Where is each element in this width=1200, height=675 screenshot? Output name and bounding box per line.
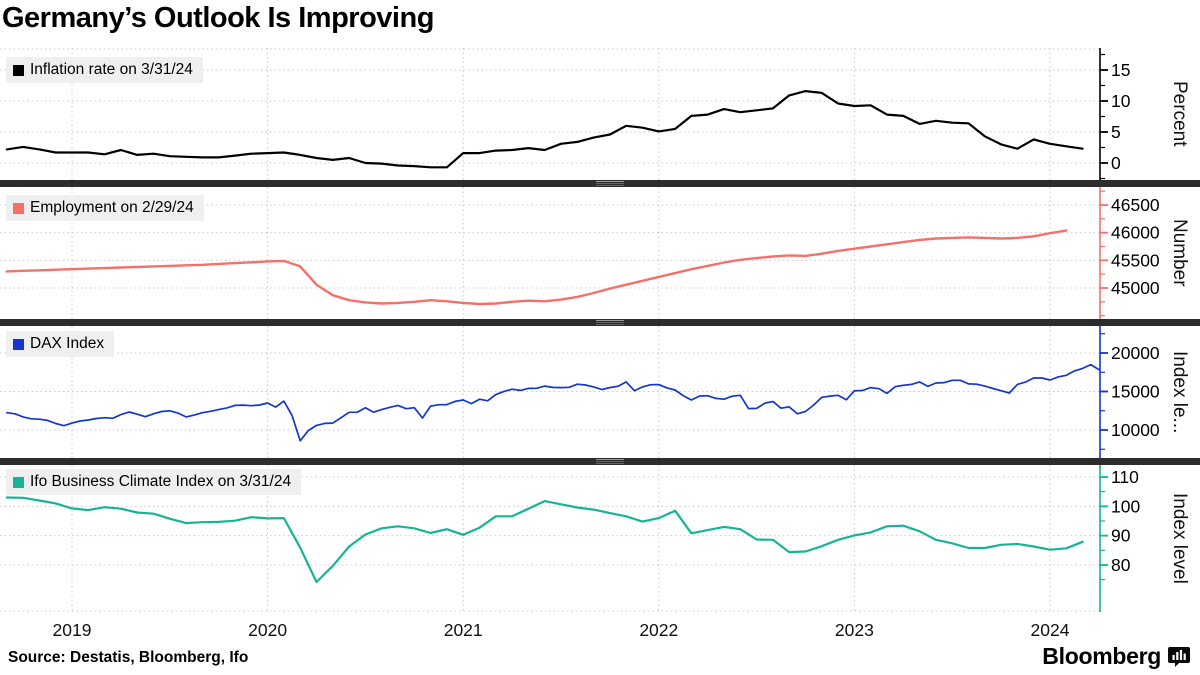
legend-employment-label: Employment on 2/29/24 [30, 199, 194, 216]
x-axis-year-label: 2021 [443, 620, 483, 640]
panel-divider [0, 180, 1200, 187]
employment-line-chart: 45000 45500 46000 46500 [0, 187, 1160, 319]
ifo-line-chart: 80 90 100 110 [0, 465, 1140, 612]
y-tick-label: 45000 [1111, 278, 1160, 298]
panel-divider [0, 319, 1200, 326]
legend-dax[interactable]: DAX Index [6, 331, 115, 357]
y-axis-title-index-level-truncated: Index le... [1169, 350, 1190, 434]
divider-drag-handle-icon[interactable] [596, 181, 624, 186]
y-tick-label: 10000 [1111, 420, 1160, 440]
bloomberg-wordmark: Bloomberg [1042, 643, 1161, 669]
y-axis-title-index-level: Index level [1169, 493, 1190, 584]
bloomberg-logo: Bloomberg [1042, 643, 1190, 670]
legend-inflation[interactable]: Inflation rate on 3/31/24 [6, 57, 203, 83]
y-tick-label: 10 [1111, 91, 1131, 111]
panel-divider [0, 458, 1200, 465]
legend-ifo-label: Ifo Business Climate Index on 3/31/24 [30, 473, 292, 490]
inflation-line-chart: 0 5 10 15 [0, 48, 1131, 180]
y-tick-label: 20000 [1111, 343, 1160, 363]
x-axis-year-label: 2023 [834, 620, 874, 640]
y-tick-label: 46000 [1111, 223, 1160, 243]
y-tick-label: 46500 [1111, 195, 1160, 215]
legend-inflation-label: Inflation rate on 3/31/24 [30, 61, 193, 78]
dax-series-line [5, 363, 1100, 442]
y-axis-title-number: Number [1169, 219, 1190, 287]
legend-ifo[interactable]: Ifo Business Climate Index on 3/31/24 [6, 469, 302, 495]
x-axis-year-label: 2024 [1030, 620, 1070, 640]
x-axis: 2019 2020 2021 2022 2023 2024 [0, 618, 1200, 646]
chart-title: Germany’s Outlook Is Improving [2, 2, 434, 34]
y-tick-label: 15 [1111, 60, 1130, 80]
y-tick-label: 0 [1111, 153, 1121, 173]
inflation-series-line [5, 89, 1084, 169]
inflation-legend-swatch-icon [13, 64, 24, 76]
y-tick-label: 110 [1111, 467, 1139, 487]
x-axis-year-label: 2020 [248, 620, 288, 640]
x-axis-year-label: 2022 [639, 620, 679, 640]
y-tick-label: 90 [1111, 526, 1131, 546]
y-tick-label: 5 [1111, 122, 1121, 142]
y-axis-title-percent: Percent [1169, 81, 1190, 147]
y-tick-label: 15000 [1111, 382, 1160, 402]
bloomberg-chart-bubble-icon [1168, 646, 1190, 667]
employment-series-line [5, 229, 1068, 306]
ifo-series-line [5, 496, 1084, 584]
x-axis-year-label: 2019 [52, 620, 92, 640]
dax-legend-swatch-icon [13, 338, 24, 350]
employment-legend-swatch-icon [13, 202, 24, 214]
dax-line-chart: 10000 15000 20000 [0, 326, 1160, 458]
y-tick-label: 80 [1111, 555, 1131, 575]
legend-employment[interactable]: Employment on 2/29/24 [6, 195, 204, 221]
divider-drag-handle-icon[interactable] [596, 459, 624, 464]
ifo-legend-swatch-icon [13, 476, 24, 488]
y-tick-label: 45500 [1111, 250, 1160, 270]
y-tick-label: 100 [1111, 496, 1140, 516]
legend-dax-label: DAX Index [30, 335, 105, 352]
divider-drag-handle-icon[interactable] [596, 320, 624, 325]
source-note: Source: Destatis, Bloomberg, Ifo [8, 649, 249, 666]
